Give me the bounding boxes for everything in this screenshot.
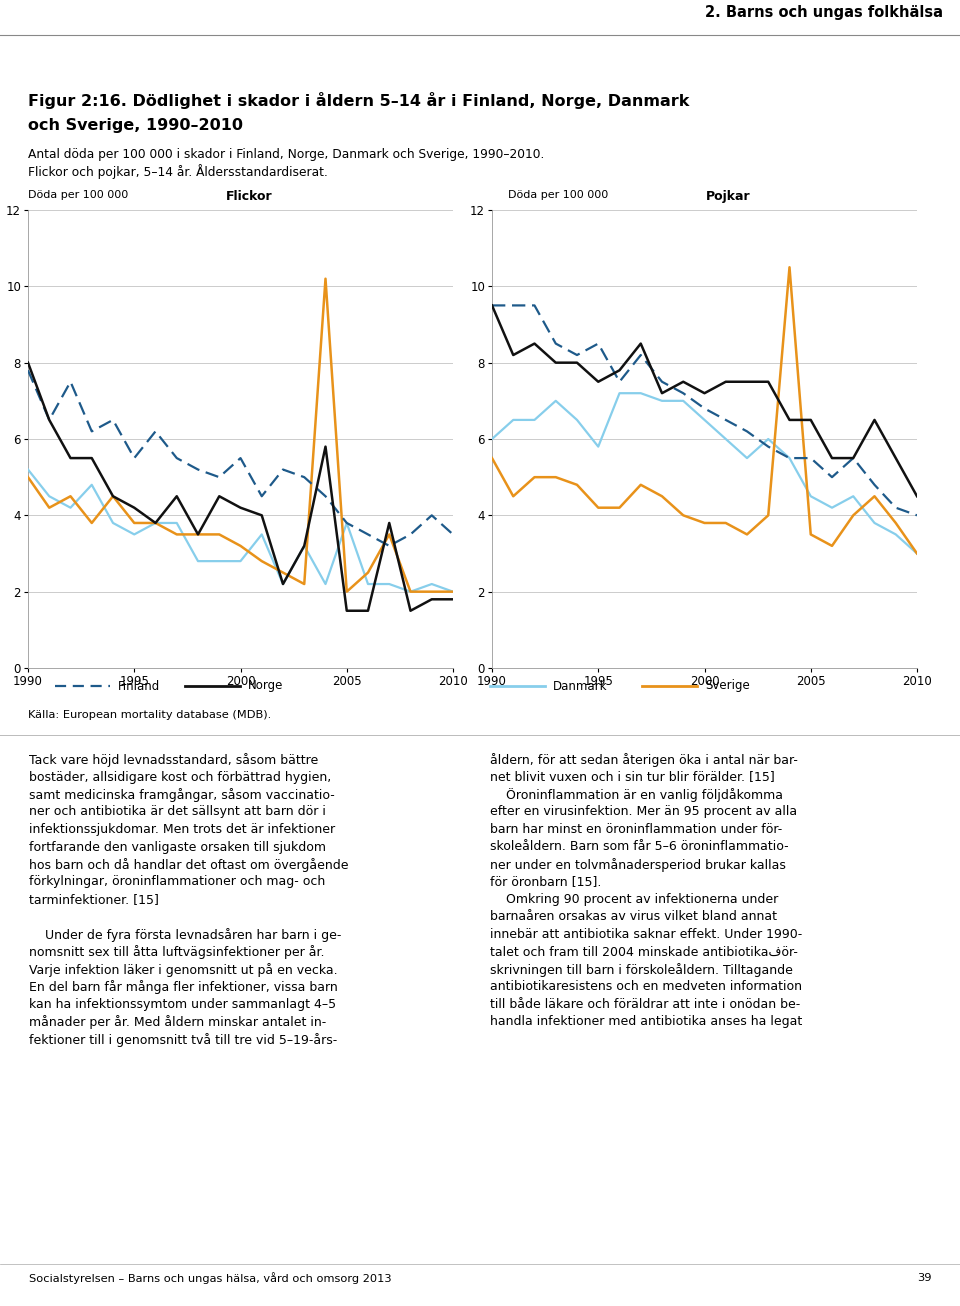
Text: net blivit vuxen och i sin tur blir förälder. [15]: net blivit vuxen och i sin tur blir förä… [490,771,775,784]
Text: förkylningar, öroninflammationer och mag- och: förkylningar, öroninflammationer och mag… [29,875,325,888]
Text: Under de fyra första levnadsåren har barn i ge-: Under de fyra första levnadsåren har bar… [29,929,341,942]
Text: antibiotikaresistens och en medveten information: antibiotikaresistens och en medveten inf… [490,981,802,994]
Text: skrivningen till barn i förskoleåldern. Tilltagande: skrivningen till barn i förskoleåldern. … [490,963,792,977]
Text: Finland: Finland [118,679,160,692]
Text: nomsnitt sex till åtta luftvägsinfektioner per år.: nomsnitt sex till åtta luftvägsinfektion… [29,946,324,960]
Text: 2. Barns och ungas folkhälsa: 2. Barns och ungas folkhälsa [705,5,943,20]
Text: efter en virusinfektion. Mer än 95 procent av alla: efter en virusinfektion. Mer än 95 proce… [490,806,797,819]
Text: Tack vare höjd levnadsstandard, såsom bättre: Tack vare höjd levnadsstandard, såsom bä… [29,754,318,767]
Text: Flickor och pojkar, 5–14 år. Åldersstandardiserat.: Flickor och pojkar, 5–14 år. Åldersstand… [28,165,327,179]
Text: Antal döda per 100 000 i skador i Finland, Norge, Danmark och Sverige, 1990–2010: Antal döda per 100 000 i skador i Finlan… [28,148,544,161]
Text: talet och fram till 2004 minskade antibiotikaفör-: talet och fram till 2004 minskade antibi… [490,946,798,959]
Text: ner under en tolvmånadersperiod brukar kallas: ner under en tolvmånadersperiod brukar k… [490,858,785,872]
Text: handla infektioner med antibiotika anses ha legat: handla infektioner med antibiotika anses… [490,1016,802,1029]
Text: Pojkar: Pojkar [706,189,750,202]
Text: skoleåldern. Barn som får 5–6 öroninflammatio-: skoleåldern. Barn som får 5–6 öroninflam… [490,841,788,854]
Text: 39: 39 [917,1273,931,1282]
Text: och Sverige, 1990–2010: och Sverige, 1990–2010 [28,118,243,133]
Text: till både läkare och föräldrar att inte i onödan be-: till både läkare och föräldrar att inte … [490,998,800,1011]
Text: åldern, för att sedan återigen öka i antal när bar-: åldern, för att sedan återigen öka i ant… [490,754,798,767]
Text: Döda per 100 000: Döda per 100 000 [508,189,608,200]
Text: Omkring 90 procent av infektionerna under: Omkring 90 procent av infektionerna unde… [490,893,778,906]
Text: Figur 2:16. Dödlighet i skador i åldern 5–14 år i Finland, Norge, Danmark: Figur 2:16. Dödlighet i skador i åldern … [28,91,689,108]
Text: infektionssjukdomar. Men trots det är infektioner: infektionssjukdomar. Men trots det är in… [29,823,335,836]
Text: Öroninflammation är en vanlig följdåkomma: Öroninflammation är en vanlig följdåkomm… [490,788,782,802]
Text: Källa: European mortality database (MDB).: Källa: European mortality database (MDB)… [28,710,271,720]
Text: fektioner till i genomsnitt två till tre vid 5–19-års-: fektioner till i genomsnitt två till tre… [29,1033,337,1047]
Text: ner och antibiotika är det sällsynt att barn dör i: ner och antibiotika är det sällsynt att … [29,806,325,819]
Text: för öronbarn [15].: för öronbarn [15]. [490,875,601,888]
Text: kan ha infektionssymtom under sammanlagt 4–5: kan ha infektionssymtom under sammanlagt… [29,998,336,1011]
Text: innebär att antibiotika saknar effekt. Under 1990-: innebär att antibiotika saknar effekt. U… [490,929,802,942]
Text: Flickor: Flickor [226,189,273,202]
Text: samt medicinska framgångar, såsom vaccinatio-: samt medicinska framgångar, såsom vaccin… [29,788,334,802]
Text: Varje infektion läker i genomsnitt ut på en vecka.: Varje infektion läker i genomsnitt ut på… [29,963,337,977]
Text: bostäder, allsidigare kost och förbättrad hygien,: bostäder, allsidigare kost och förbättra… [29,771,331,784]
Text: Socialstyrelsen – Barns och ungas hälsa, vård och omsorg 2013: Socialstyrelsen – Barns och ungas hälsa,… [29,1272,392,1284]
Text: hos barn och då handlar det oftast om övergående: hos barn och då handlar det oftast om öv… [29,858,348,872]
Text: Norge: Norge [248,679,283,692]
Text: barnaåren orsakas av virus vilket bland annat: barnaåren orsakas av virus vilket bland … [490,910,777,923]
Text: tarminfektioner. [15]: tarminfektioner. [15] [29,893,158,906]
Text: fortfarande den vanligaste orsaken till sjukdom: fortfarande den vanligaste orsaken till … [29,841,325,854]
Text: Döda per 100 000: Döda per 100 000 [28,189,128,200]
Text: barn har minst en öroninflammation under för-: barn har minst en öroninflammation under… [490,823,781,836]
Text: En del barn får många fler infektioner, vissa barn: En del barn får många fler infektioner, … [29,981,338,994]
Text: Sverige: Sverige [705,679,750,692]
Text: månader per år. Med åldern minskar antalet in-: månader per år. Med åldern minskar antal… [29,1016,326,1029]
Text: Danmark: Danmark [553,679,608,692]
